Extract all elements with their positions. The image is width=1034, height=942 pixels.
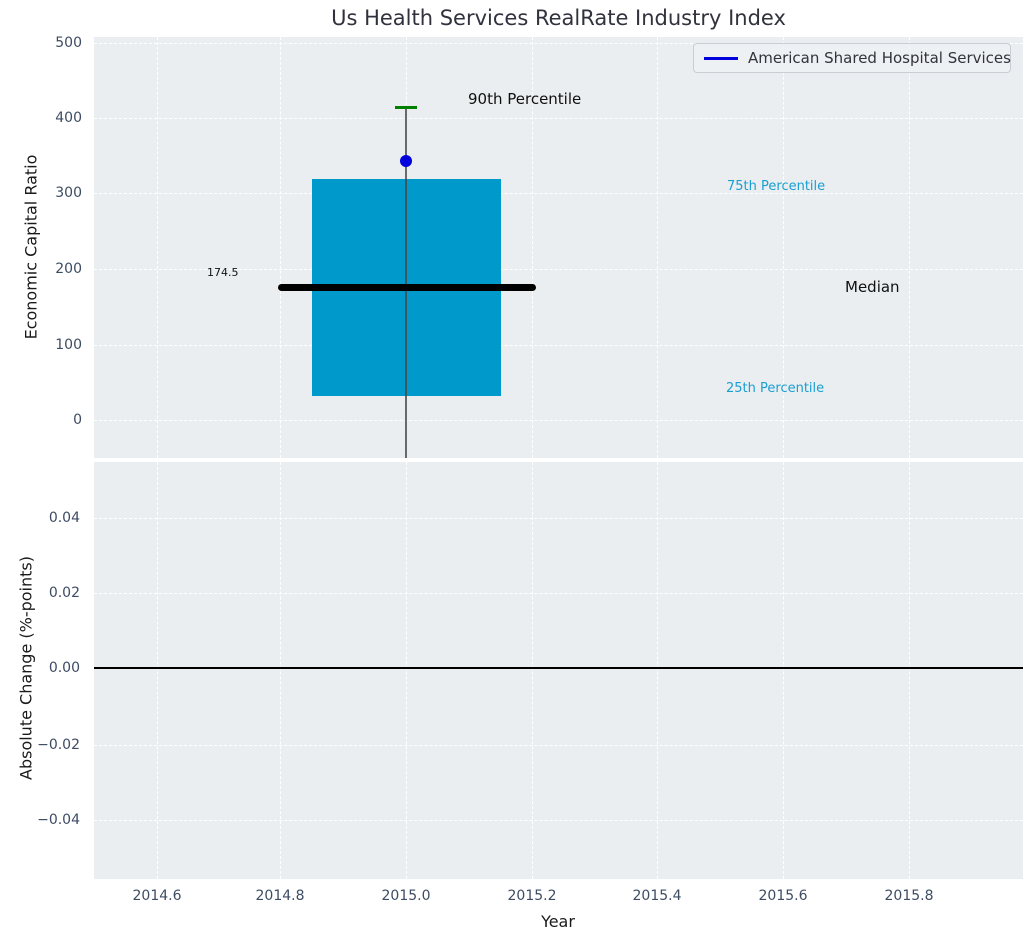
gridline-h <box>94 820 1023 821</box>
x-axis-title: Year <box>541 912 575 931</box>
gridline-h <box>94 420 1023 421</box>
x-tick-label: 2015.6 <box>758 888 808 904</box>
company-data-point <box>400 155 412 167</box>
gridline-v <box>783 462 784 879</box>
y-tick-label: 0.04 <box>48 510 80 526</box>
y-tick-label: 0.00 <box>48 660 80 676</box>
gridline-h <box>94 193 1023 194</box>
x-tick-label: 2015.8 <box>884 888 934 904</box>
p90-label: 90th Percentile <box>468 90 582 108</box>
p25-label: 25th Percentile <box>726 381 825 396</box>
90th-percentile-cap <box>395 106 417 109</box>
x-tick-label: 2014.8 <box>255 888 305 904</box>
median-label: Median <box>845 278 900 296</box>
gridline-v <box>280 37 281 458</box>
legend-label: American Shared Hospital Services <box>748 49 1011 67</box>
y-tick-label: 500 <box>55 35 82 51</box>
y-tick-label: −0.02 <box>37 737 80 753</box>
gridline-h <box>94 518 1023 519</box>
gridline-v <box>406 462 407 879</box>
chart-title: Us Health Services RealRate Industry Ind… <box>331 6 786 30</box>
y-tick-label: 300 <box>55 185 82 201</box>
gridline-h <box>94 118 1023 119</box>
gridline-h <box>94 43 1023 44</box>
gridline-v <box>783 37 784 458</box>
legend-line-swatch <box>704 56 738 60</box>
gridline-h <box>94 745 1023 746</box>
y-tick-label: 0.02 <box>48 585 80 601</box>
top-subplot: 174.5 90th Percentile 75th Percentile Me… <box>94 37 1023 458</box>
gridline-v <box>909 462 910 879</box>
y-tick-label: 0 <box>73 412 82 428</box>
y-tick-label: 400 <box>55 110 82 126</box>
gridline-h <box>94 345 1023 346</box>
gridline-v <box>909 37 910 458</box>
gridline-v <box>157 462 158 879</box>
top-y-axis-title: Economic Capital Ratio <box>21 154 41 340</box>
gridline-h <box>94 269 1023 270</box>
y-tick-label: 200 <box>55 261 82 277</box>
bottom-y-axis-title: Absolute Change (%-points) <box>16 556 36 780</box>
zero-change-line <box>94 667 1023 669</box>
p75-label: 75th Percentile <box>727 179 826 194</box>
gridline-v <box>157 37 158 458</box>
gridline-v <box>280 462 281 879</box>
x-tick-label: 2014.6 <box>132 888 182 904</box>
x-tick-label: 2015.0 <box>381 888 431 904</box>
y-tick-label: 100 <box>55 337 82 353</box>
median-line <box>278 284 536 291</box>
x-tick-label: 2015.2 <box>507 888 557 904</box>
bottom-subplot <box>94 462 1023 879</box>
gridline-v <box>657 462 658 879</box>
gridline-h <box>94 593 1023 594</box>
y-tick-label: −0.04 <box>37 812 80 828</box>
gridline-v <box>657 37 658 458</box>
whisker-line <box>405 108 407 458</box>
gridline-v <box>532 37 533 458</box>
gridline-v <box>532 462 533 879</box>
legend: American Shared Hospital Services <box>693 43 1011 73</box>
median-value-label: 174.5 <box>207 266 239 279</box>
x-tick-label: 2015.4 <box>632 888 682 904</box>
